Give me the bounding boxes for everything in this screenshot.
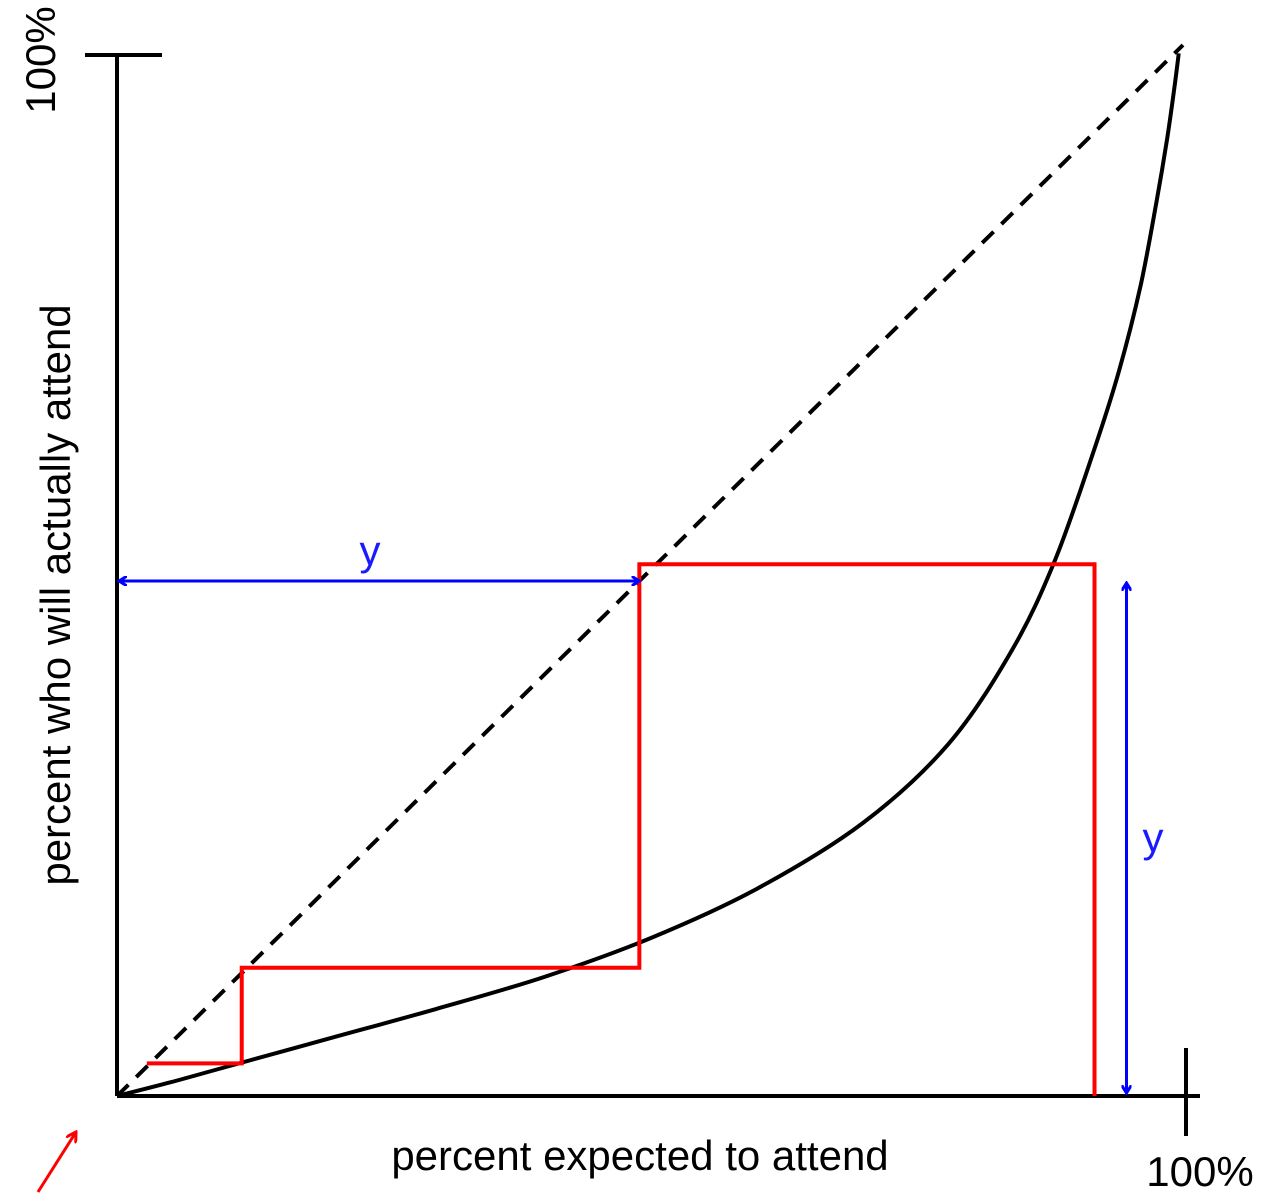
horizontal-arrow-label: y <box>360 527 381 574</box>
y-axis-label: percent who will actually attend <box>32 304 79 885</box>
diagonal-dashed-line <box>115 43 1185 1098</box>
curve-series-line <box>116 53 1181 1098</box>
y-max-tick-label: 100% <box>17 6 64 113</box>
plot-marks <box>36 43 1185 1193</box>
staircase-red-line <box>146 562 1097 1096</box>
x-axis-label: percent expected to attend <box>391 1132 888 1179</box>
x-max-tick-label: 100% <box>1146 1148 1253 1195</box>
vertical-arrow-label: y <box>1143 814 1164 861</box>
origin-pointer-red-arrow <box>36 1132 76 1193</box>
